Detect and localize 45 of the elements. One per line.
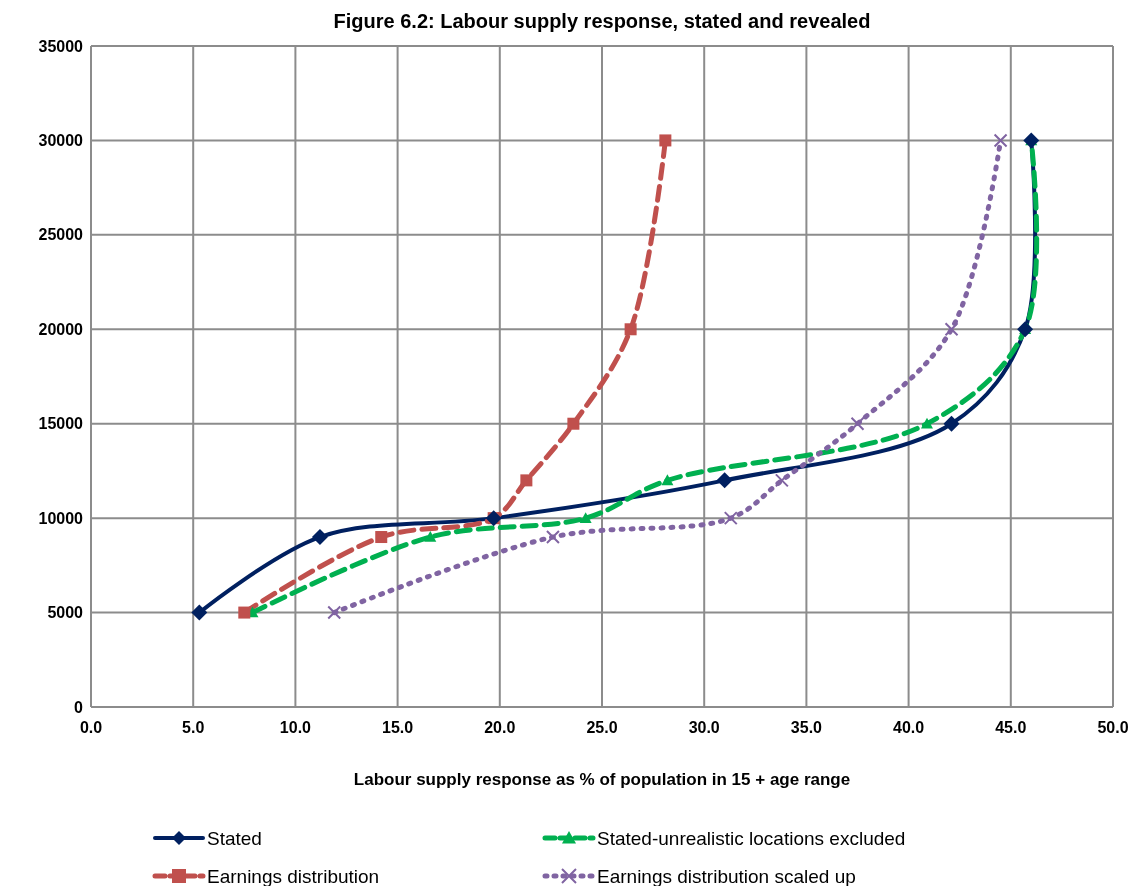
chart-title: Figure 6.2: Labour supply response, stated and revealed <box>333 10 871 32</box>
y-tick-label: 20000 <box>38 320 84 338</box>
x-tick-label: 40.0 <box>893 719 925 736</box>
x-tick-label: 50.0 <box>1097 719 1129 736</box>
x-tick-label: 0.0 <box>79 719 103 736</box>
x-axis-title: Labour supply response as % of population in 15 + age range <box>353 770 851 789</box>
legend-label: Stated <box>207 827 262 849</box>
x-tick-label: 25.0 <box>586 719 618 736</box>
point <box>520 474 533 487</box>
x-tick-label: 35.0 <box>790 719 823 736</box>
x-tick-label: 20.0 <box>484 719 516 736</box>
point <box>375 531 388 544</box>
x-tick-label: 45.0 <box>995 719 1027 736</box>
point <box>774 473 789 488</box>
point <box>567 417 580 430</box>
y-tick-label: 25000 <box>38 226 84 244</box>
point <box>723 511 738 526</box>
point <box>943 415 960 432</box>
point <box>661 474 674 486</box>
x-tick-label: 30.0 <box>688 719 720 736</box>
point <box>944 322 959 337</box>
point <box>993 133 1008 148</box>
x-tick-label: 10.0 <box>279 719 312 736</box>
legend-label: Earnings distribution <box>207 865 380 886</box>
point <box>921 417 933 429</box>
y-tick-label: 15000 <box>38 415 84 433</box>
y-tick-label: 35000 <box>38 37 84 55</box>
point <box>659 134 672 147</box>
point <box>327 605 342 620</box>
x-tick-label: 5.0 <box>182 719 205 736</box>
point <box>716 472 733 489</box>
point <box>238 606 251 619</box>
y-tick-label: 30000 <box>38 132 84 150</box>
point <box>424 531 437 542</box>
y-tick-label: 0 <box>74 698 84 716</box>
x-tick-label: 15.0 <box>382 719 414 736</box>
point <box>191 604 208 621</box>
point <box>311 529 328 546</box>
point <box>545 530 560 545</box>
y-tick-label: 5000 <box>47 604 84 622</box>
legend-label: Earnings distribution scaled up <box>597 865 856 886</box>
legend-label: Stated-unrealistic locations excluded <box>597 827 906 849</box>
point <box>579 512 592 523</box>
y-tick-label: 10000 <box>38 509 84 527</box>
point <box>624 323 637 336</box>
